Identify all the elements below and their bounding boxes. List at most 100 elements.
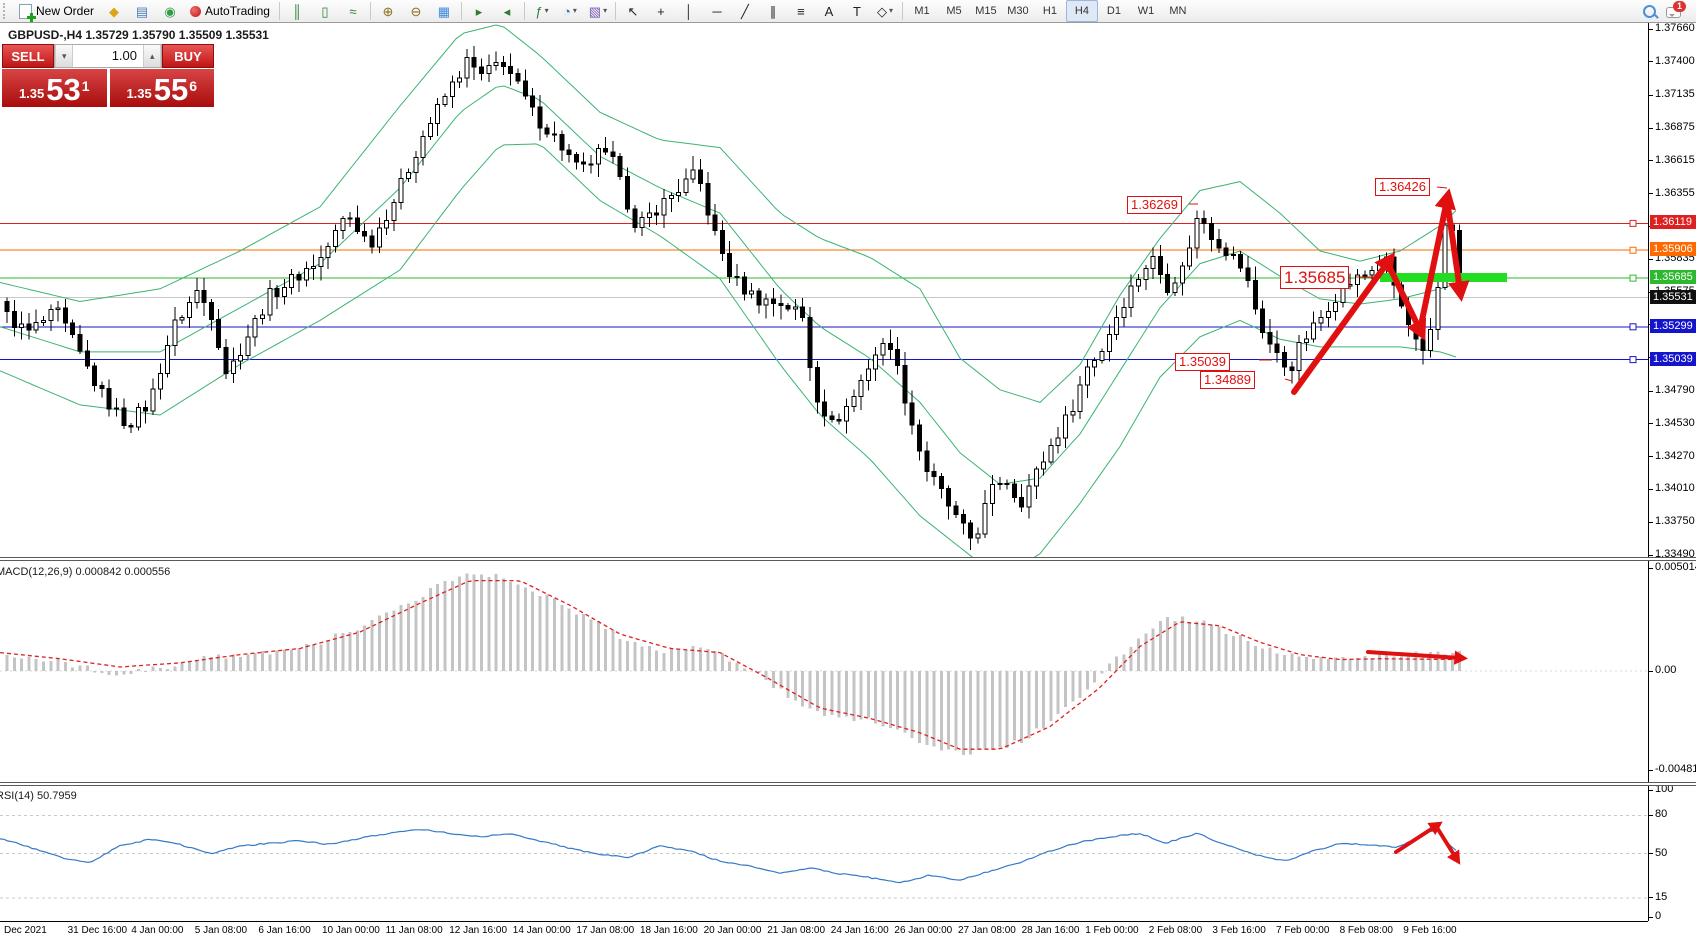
timeframe-m1[interactable]: M1 — [914, 4, 930, 17]
sell-price[interactable]: 1.35 53 1 — [2, 69, 107, 107]
bollinger-middle — [0, 85, 1457, 485]
trend-arrow[interactable] — [1385, 261, 1427, 341]
trendline-icon[interactable]: ╱ — [741, 3, 749, 19]
horizontal-line-icon[interactable]: ─ — [712, 3, 722, 19]
text-icon[interactable]: A — [824, 3, 834, 19]
vertical-line-icon[interactable]: │ — [684, 3, 694, 19]
volume-spinner[interactable]: ▾ 1.00 ▴ — [54, 44, 162, 68]
signals-icon[interactable]: ◉ — [164, 3, 176, 19]
candlestick-icon[interactable]: ▯ — [321, 3, 329, 19]
one-click-trading-panel: SELL ▾ 1.00 ▴ BUY 1.35 53 1 1.35 55 6 — [2, 44, 214, 107]
search-icon[interactable] — [1643, 4, 1656, 18]
timeframe-h1[interactable]: H1 — [1042, 4, 1057, 17]
trend-arrow[interactable] — [1394, 821, 1443, 854]
green-highlight-band[interactable] — [1380, 273, 1507, 282]
periods-icon[interactable]: ◔ ▾ — [563, 3, 577, 19]
pane-separator[interactable] — [0, 557, 1696, 561]
timeframe-d1[interactable]: D1 — [1106, 4, 1121, 17]
zoom-in-icon[interactable]: ⊕ — [382, 3, 394, 19]
autotrading-button[interactable]: AutoTrading — [184, 1, 276, 21]
timeframe-h4[interactable]: H4 — [1065, 0, 1098, 22]
time-axis-line — [0, 921, 1648, 922]
trend-arrow[interactable] — [1291, 252, 1396, 395]
timeframe-m5[interactable]: M5 — [946, 4, 962, 17]
rsi-line — [0, 829, 1457, 884]
time-tick-label: 5 Jan 08:00 — [194, 925, 248, 936]
trend-arrow[interactable] — [1417, 188, 1456, 333]
line-chart-icon[interactable]: ≈ — [349, 3, 357, 19]
main-toolbar: New Order ◆ ▤ ◉ AutoTrading ║ ▯ ≈ ⊕ ⊖ ▦ ▸ ◂ ƒ ▾ ◔ ▾ ▧ ▾… — [0, 0, 1696, 23]
toolbar-drag-handle[interactable] — [3, 3, 10, 19]
time-tick-label: 31 Dec 16:00 — [67, 925, 128, 936]
time-tick-label: 7 Feb 00:00 — [1276, 925, 1330, 936]
buy-button[interactable]: BUY — [162, 44, 214, 68]
price-tick-label: 1.37400 — [1655, 54, 1695, 67]
timeframe-m15[interactable]: M15 — [975, 4, 997, 17]
trend-arrow[interactable] — [1444, 197, 1470, 302]
price-tick-label: 1.36355 — [1655, 186, 1695, 199]
fibonacci-icon[interactable]: ≡ — [797, 3, 805, 19]
macd-pane[interactable] — [0, 561, 1648, 783]
bar-chart-icon[interactable]: ║ — [292, 3, 302, 19]
timeframe-w1[interactable]: W1 — [1137, 4, 1155, 17]
axis-tick-mark — [1649, 423, 1653, 425]
chevron-down-icon[interactable]: ▾ — [888, 6, 893, 15]
axis-tick-mark — [1649, 897, 1653, 899]
volume-decrease-button[interactable]: ▾ — [55, 45, 73, 67]
market-watch-icon[interactable]: ▤ — [135, 3, 149, 19]
time-tick-label: 14 Jan 00:00 — [512, 925, 571, 936]
price-annotation[interactable]: 1.35685 — [1280, 266, 1350, 290]
pane-separator[interactable] — [0, 782, 1696, 786]
chat-icon[interactable]: 1 — [1666, 1, 1686, 18]
time-tick-label: 12 Jan 16:00 — [449, 925, 508, 936]
time-tick-label: 2 Feb 08:00 — [1148, 925, 1203, 936]
trend-arrow[interactable] — [1434, 824, 1461, 865]
time-tick-label: 20 Jan 00:00 — [703, 925, 762, 936]
timeframe-mn[interactable]: MN — [1169, 4, 1187, 17]
price-tick-label: 1.34790 — [1655, 384, 1695, 397]
chart-shift-icon[interactable]: ◂ — [503, 3, 511, 19]
chevron-down-icon[interactable]: ▾ — [603, 6, 608, 15]
bollinger-lower — [0, 143, 1457, 558]
autotrading-icon — [190, 5, 202, 17]
price-annotation[interactable]: 1.35039 — [1175, 353, 1230, 372]
time-tick-label: Dec 2021 — [4, 925, 47, 936]
gold-icon[interactable]: ◆ — [109, 3, 120, 19]
macd-tick-label: -0.004812 — [1655, 763, 1696, 775]
line-handle[interactable] — [1629, 274, 1637, 282]
axis-tick-mark — [1649, 28, 1653, 30]
rsi-pane[interactable] — [0, 786, 1648, 921]
chevron-down-icon[interactable]: ▾ — [544, 6, 549, 15]
zoom-out-icon[interactable]: ⊖ — [410, 3, 422, 19]
line-handle[interactable] — [1629, 246, 1637, 254]
axis-tick-mark — [1649, 853, 1653, 854]
indicators-icon[interactable]: ƒ ▾ — [535, 3, 549, 19]
sell-button[interactable]: SELL — [2, 44, 54, 68]
new-order-button[interactable]: New Order — [13, 1, 100, 22]
trend-arrow[interactable] — [1366, 650, 1468, 665]
volume-increase-button[interactable]: ▴ — [143, 45, 161, 67]
label-icon[interactable]: T — [852, 3, 861, 19]
buy-price[interactable]: 1.35 55 6 — [109, 69, 214, 107]
rsi-tick-label: 80 — [1655, 808, 1668, 821]
crosshair-icon[interactable]: + — [657, 3, 665, 19]
rsi-tick-label: 50 — [1655, 846, 1668, 859]
line-handle[interactable] — [1629, 356, 1637, 364]
line-handle[interactable] — [1629, 323, 1637, 331]
timeframe-m30[interactable]: M30 — [1007, 4, 1029, 17]
price-annotation[interactable]: 1.34889 — [1200, 371, 1255, 390]
auto-scroll-icon[interactable]: ▸ — [475, 3, 483, 19]
tile-windows-icon[interactable]: ▦ — [437, 3, 451, 19]
shapes-icon[interactable]: ◇ ▾ — [876, 3, 893, 19]
channel-icon[interactable]: ∥ — [769, 3, 777, 19]
main-chart-pane[interactable] — [0, 22, 1648, 558]
price-annotation[interactable]: 1.36426 — [1375, 178, 1430, 197]
templates-icon[interactable]: ▧ ▾ — [588, 3, 608, 19]
toolbar-tool-groups: ║ ▯ ≈ ⊕ ⊖ ▦ ▸ ◂ ƒ ▾ ◔ ▾ ▧ ▾ ↖ + │ ─ ╱ ∥ ≡ A T ◇ ▾ — [276, 0, 899, 22]
price-annotation[interactable]: 1.36269 — [1127, 196, 1182, 215]
chevron-down-icon[interactable]: ▾ — [572, 6, 577, 15]
cursor-icon[interactable]: ↖ — [627, 3, 639, 19]
line-handle[interactable] — [1629, 219, 1637, 227]
volume-value[interactable]: 1.00 — [111, 48, 137, 63]
new-order-icon — [19, 3, 36, 22]
